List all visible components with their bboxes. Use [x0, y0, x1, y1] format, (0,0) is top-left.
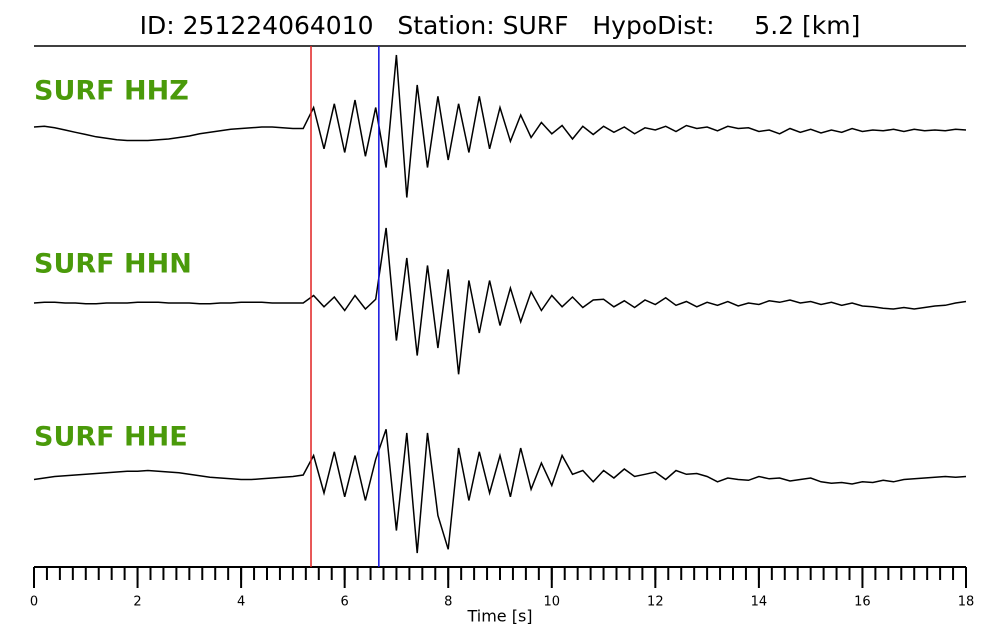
waveform: [33, 227, 967, 375]
x-tick-label: 18: [958, 595, 975, 610]
channel-label: SURF HHN: [34, 249, 192, 280]
x-axis-label: Time [s]: [466, 607, 532, 626]
x-tick-label: 4: [237, 595, 245, 610]
x-tick-label: 16: [854, 595, 871, 610]
waveform: [33, 54, 967, 198]
x-tick-label: 14: [751, 595, 768, 610]
x-tick-label: 2: [133, 595, 141, 610]
x-tick-label: 10: [544, 595, 561, 610]
x-tick-label: 6: [341, 595, 349, 610]
x-tick-label: 12: [647, 595, 664, 610]
x-tick-label: 0: [30, 595, 38, 610]
chart-title: ID: 251224064010 Station: SURF HypoDist:…: [140, 11, 861, 40]
channel-label: SURF HHE: [34, 422, 188, 453]
channel-label: SURF HHZ: [34, 76, 189, 107]
x-tick-label: 8: [444, 595, 452, 610]
waveform: [33, 429, 967, 554]
